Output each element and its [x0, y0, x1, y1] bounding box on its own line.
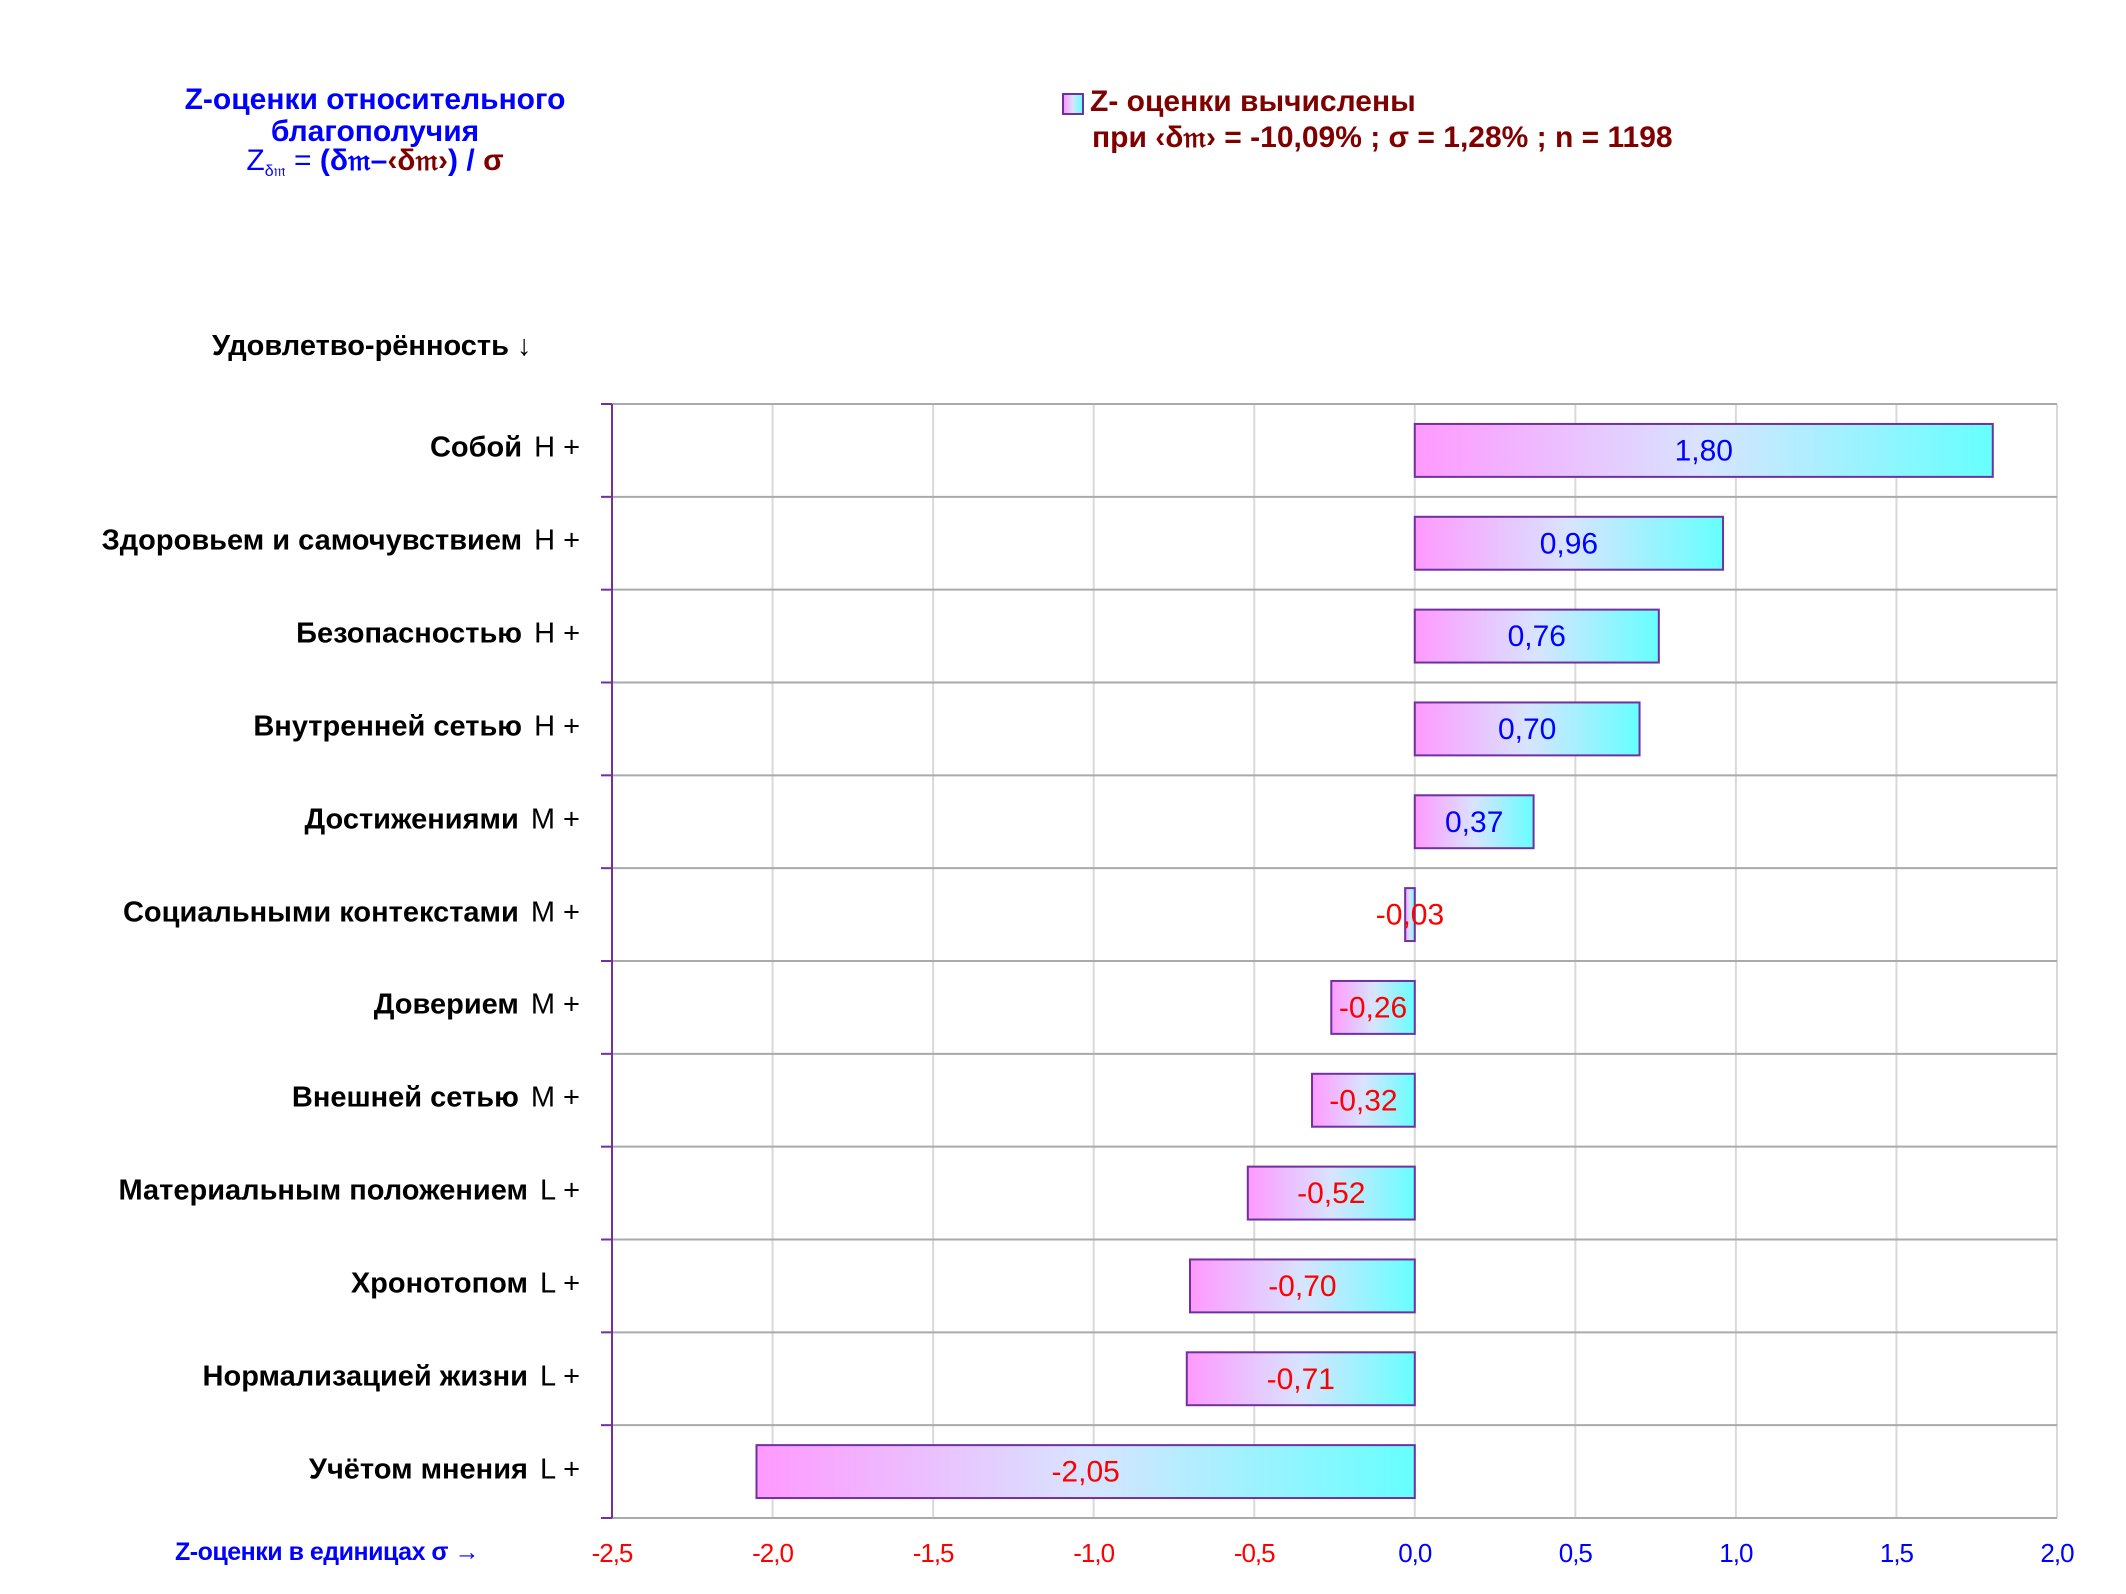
chart-title-line1: Z-оценки относительного [184, 83, 566, 116]
bar [755, 1444, 1416, 1500]
category-level: L + [539, 1453, 580, 1486]
category-label: Достижениями M + [304, 803, 580, 836]
category-level: H + [534, 524, 580, 557]
bar [1413, 794, 1535, 850]
category-level: M + [530, 988, 580, 1021]
category-name: Внешней сетью [291, 1081, 519, 1114]
bar-value-label: -0,32 [1329, 1084, 1397, 1117]
category-level: L + [539, 1267, 580, 1300]
category-level: H + [534, 617, 580, 650]
category-level: M + [530, 803, 580, 836]
category-label: Внешней сетью M + [292, 1082, 580, 1115]
x-axis-caption: Z-оценки в единицах σ → [175, 1538, 479, 1566]
bar-value-label: -0,52 [1297, 1177, 1365, 1210]
category-level: M + [530, 896, 580, 929]
formula-z-subscript: δ𝔪 [264, 163, 286, 180]
formula-close: ) [448, 144, 459, 177]
y-axis-line [601, 403, 613, 1519]
bar [1189, 1258, 1416, 1314]
category-label: Внутренней сетью H + [253, 710, 580, 743]
category-level: L + [539, 1360, 580, 1393]
bar-value-label: -0,70 [1268, 1270, 1336, 1303]
category-name: Хронотопом [350, 1267, 528, 1300]
x-tick-label: 1,5 [1879, 1538, 1914, 1568]
formula-mean: ‹δ𝔪› [387, 144, 449, 177]
category-level: H + [534, 431, 580, 464]
bar [1413, 701, 1641, 757]
bar [1413, 422, 1994, 478]
bar [1404, 887, 1416, 943]
chart-formula: Zδ𝔪 = (δ𝔪–‹δ𝔪›) / σ [140, 144, 610, 189]
bar [1246, 1165, 1416, 1221]
x-tick-label: 0,5 [1558, 1538, 1593, 1568]
bar-value-label: 0,76 [1508, 620, 1566, 653]
chart-title-line2: благополучия [270, 115, 480, 148]
y-axis-title: Удовлетво-рённость ↓ [212, 330, 532, 362]
category-level: H + [534, 710, 580, 743]
bar [1330, 979, 1416, 1035]
bars [755, 422, 1994, 1500]
formula-z: Z [246, 144, 265, 177]
formula-open: (δ𝔪– [319, 144, 388, 177]
category-label: Нормализацией жизни L + [203, 1360, 580, 1393]
legend-swatch-icon [1062, 93, 1084, 115]
category-name: Нормализацией жизни [202, 1360, 528, 1393]
category-name: Здоровьем и самочувствием [101, 524, 523, 557]
bar-value-labels: 1,80 0,96 0,76 0,70 0,37 -0,03 -0,26 -0,32 -0,52… [1051, 434, 1733, 1488]
bar [1185, 1351, 1416, 1407]
category-label: Учётом мнения L + [309, 1453, 580, 1486]
category-label: Хронотопом L + [351, 1267, 580, 1300]
category-label: Собой H + [430, 432, 580, 465]
x-tick-label: -2,0 [752, 1538, 794, 1568]
category-name: Доверием [373, 988, 519, 1021]
bar [1413, 515, 1725, 571]
formula-sigma: σ [483, 144, 504, 177]
bar [1413, 608, 1660, 664]
category-level: L + [539, 1174, 580, 1207]
bar-value-label: -0,26 [1339, 991, 1407, 1024]
category-name: Собой [429, 431, 523, 464]
legend-label-line2: при ‹δ𝔪› = -10,09% ; σ = 1,28% ; n = 119… [1092, 121, 1673, 154]
x-tick-label: 1,0 [1719, 1538, 1753, 1568]
x-tick-label: -0,5 [1233, 1538, 1276, 1568]
x-tick-label: -1,0 [1073, 1538, 1115, 1568]
x-tick-label: -2,5 [591, 1538, 634, 1568]
bar-value-label: -2,05 [1051, 1456, 1119, 1489]
category-name: Достижениями [304, 803, 519, 836]
category-label: Материальным положением L + [119, 1175, 580, 1208]
x-tick-label: 2,0 [2040, 1538, 2074, 1568]
category-name: Материальным положением [118, 1174, 528, 1207]
grid-lines [612, 403, 2058, 1519]
category-label: Безопасностью H + [296, 618, 580, 651]
bar-value-label: -0,71 [1267, 1363, 1335, 1396]
category-name: Социальными контекстами [122, 896, 519, 929]
category-name: Учётом мнения [308, 1453, 528, 1486]
x-tick-label: -1,5 [912, 1538, 955, 1568]
legend-label-line1: Z- оценки вычислены [1090, 85, 1416, 118]
bar [1311, 1072, 1416, 1128]
category-level: M + [530, 1081, 580, 1114]
category-name: Безопасностью [296, 617, 523, 650]
formula-slash: / [458, 144, 484, 177]
category-name: Внутренней сетью [253, 710, 523, 743]
x-tick-label: 0,0 [1398, 1538, 1432, 1568]
bar-value-label: 0,70 [1498, 713, 1556, 746]
category-label: Социальными контекстами M + [123, 896, 580, 929]
bar-value-label: -0,03 [1376, 899, 1444, 932]
category-label: Доверием M + [374, 989, 580, 1022]
bar-value-label: 0,37 [1445, 806, 1503, 839]
category-label: Здоровьем и самочувствием H + [102, 525, 580, 558]
bar-value-label: 1,80 [1675, 434, 1733, 467]
formula-equals: = [285, 144, 320, 177]
bar-value-label: 0,96 [1540, 527, 1598, 560]
